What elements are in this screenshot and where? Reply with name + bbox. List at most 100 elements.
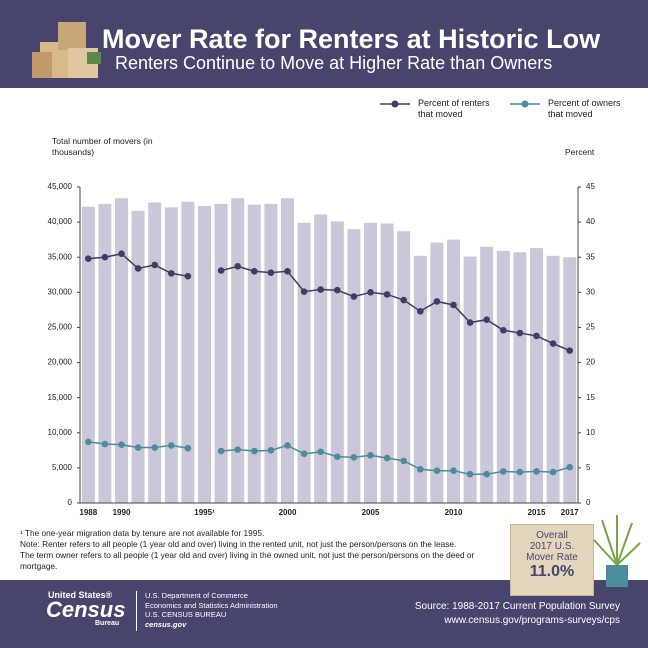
divider xyxy=(136,591,137,631)
point xyxy=(184,272,192,280)
bar xyxy=(214,203,228,503)
point xyxy=(450,467,457,474)
note: The term owner refers to all people (1 y… xyxy=(20,550,475,571)
bar xyxy=(231,198,245,504)
point xyxy=(367,451,374,459)
point xyxy=(466,470,474,478)
y-tick-label: 0 xyxy=(68,498,73,507)
point xyxy=(234,263,241,270)
header xyxy=(0,0,648,88)
bar xyxy=(364,222,377,503)
source-text: Source: 1988-2017 Current Population Sur… xyxy=(414,601,620,612)
y2-tick-label: 35 xyxy=(586,252,595,261)
legend-label: Percent of renters that moved xyxy=(418,98,490,119)
line xyxy=(221,444,570,475)
point xyxy=(516,329,524,337)
notes: ¹ The one-year migration data by tenure … xyxy=(20,528,500,572)
point xyxy=(85,255,92,262)
y2-tick-label: 10 xyxy=(586,428,595,437)
y2-axis-label: Percent xyxy=(565,147,595,157)
legend-label: Percent of owners that moved xyxy=(548,98,621,119)
admin: Economics and Statistics Administration xyxy=(145,600,278,610)
bar xyxy=(546,255,560,503)
bar xyxy=(247,204,261,504)
y-tick-label: 35,000 xyxy=(48,252,73,261)
bar xyxy=(413,255,427,503)
point xyxy=(483,316,491,324)
badge-rate: 11.0% xyxy=(529,563,575,580)
point xyxy=(284,267,291,275)
source-url: www.census.gov/programs-surveys/cps xyxy=(444,615,620,626)
note: Note: Renter refers to all people (1 yea… xyxy=(20,539,457,549)
point xyxy=(334,453,341,460)
x-tick-label: 1988 xyxy=(79,508,97,517)
point xyxy=(334,286,341,294)
point xyxy=(217,447,225,455)
point xyxy=(400,296,408,304)
bar xyxy=(480,246,494,503)
logo-top: United States® xyxy=(48,590,113,600)
y2-tick-label: 30 xyxy=(586,287,595,296)
bar xyxy=(81,206,95,503)
point xyxy=(317,448,325,456)
bar xyxy=(264,203,278,503)
bar xyxy=(496,250,510,503)
point xyxy=(433,467,441,474)
point xyxy=(168,270,175,277)
title: Mover Rate for Renters at Historic Low xyxy=(102,24,601,54)
y-tick-label: 10,000 xyxy=(48,428,73,437)
chart: 0 5,000 10,000 15,000 20,000 25,000 30,000 35,0… xyxy=(48,182,596,517)
y2-tick-label: 0 xyxy=(586,498,591,507)
badge-text: Mover Rate xyxy=(526,552,578,563)
point xyxy=(85,438,92,446)
y2-tick-label: 25 xyxy=(586,323,595,332)
point xyxy=(118,441,125,449)
bar xyxy=(198,205,211,503)
point xyxy=(284,442,291,449)
y-tick-label: 40,000 xyxy=(48,217,73,226)
point xyxy=(433,298,441,305)
point xyxy=(500,326,507,334)
y-tick-label: 5,000 xyxy=(52,463,73,472)
point xyxy=(383,291,391,298)
bar xyxy=(563,257,577,503)
y-tick-label: 30,000 xyxy=(48,287,73,296)
point xyxy=(400,457,408,465)
point xyxy=(267,269,275,276)
bar xyxy=(181,201,195,503)
point xyxy=(500,468,507,475)
point xyxy=(168,442,175,449)
logo-bottom: Bureau xyxy=(95,620,120,627)
bar xyxy=(314,214,328,504)
point xyxy=(134,444,142,451)
point xyxy=(234,446,241,453)
line xyxy=(220,265,570,352)
x-tick-label: 2010 xyxy=(445,508,463,517)
point xyxy=(483,470,491,478)
badge: Overall 2017 U.S. Mover Rate 11.0% xyxy=(510,524,594,596)
y2-tick-label: 20 xyxy=(586,358,595,367)
point xyxy=(251,447,258,455)
plant xyxy=(593,515,641,587)
legend-marker xyxy=(510,100,540,108)
y-tick-label: 15,000 xyxy=(48,393,73,402)
source: Source: 1988-2017 Current Population Sur… xyxy=(415,600,620,628)
x-tick-label: 1995¹ xyxy=(194,508,215,517)
bar xyxy=(115,198,128,504)
point xyxy=(134,265,142,272)
bureau: U.S. CENSUS BUREAU xyxy=(145,610,227,619)
point xyxy=(101,440,109,448)
bar xyxy=(297,222,311,503)
point xyxy=(350,454,358,461)
x-tick-label: 2017 xyxy=(561,508,579,517)
point xyxy=(466,319,474,326)
point xyxy=(251,267,258,275)
point xyxy=(533,468,540,475)
point xyxy=(151,261,158,269)
point xyxy=(367,289,374,296)
y2-tick-label: 15 xyxy=(586,393,595,402)
x-tick-label: 1990 xyxy=(113,508,131,517)
y-tick-label: 25,000 xyxy=(48,323,73,332)
agency: U.S. Department of Commerce Economics an… xyxy=(145,591,278,629)
y-tick-label: 45,000 xyxy=(48,182,73,191)
